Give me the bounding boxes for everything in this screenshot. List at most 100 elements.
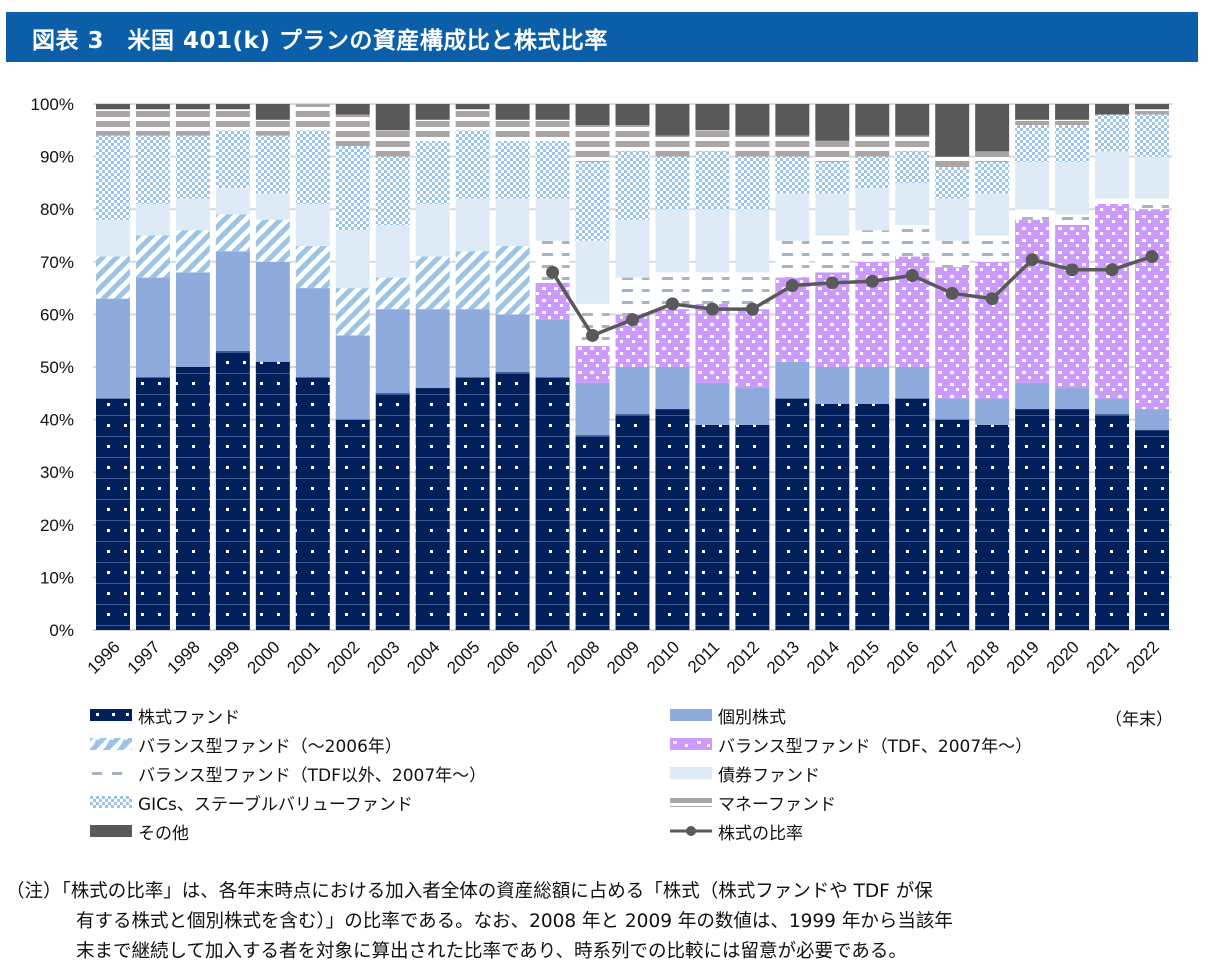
x-tick-label: 2015 xyxy=(843,637,883,677)
bar-segment-gics-stable xyxy=(95,135,130,220)
footnote: （注）「株式の比率」は、各年末時点における加入者全体の資産総額に占める「株式（株… xyxy=(6,877,1201,967)
figure-title: 図表 3 米国 401(k) プランの資産構成比と株式比率 xyxy=(32,28,608,54)
bar-segment-tdf xyxy=(975,261,1010,399)
bar-segment-bond-funds xyxy=(1135,156,1170,199)
bar-stack-2005 xyxy=(455,104,490,630)
bar-segment-bond-funds xyxy=(735,209,770,273)
bar-stack-2003 xyxy=(375,104,410,630)
bar-segment-gics-stable xyxy=(1095,114,1130,152)
bar-segment-money-funds xyxy=(1135,109,1170,115)
bar-segment-gics-stable xyxy=(535,140,570,199)
bar-segment-equity-funds xyxy=(295,377,330,630)
bar-stack-2022 xyxy=(1135,104,1170,630)
bar-segment-other xyxy=(695,104,730,131)
equity-ratio-line xyxy=(546,250,1159,342)
bar-segment-equity-funds xyxy=(335,419,370,630)
x-tick-label: 1996 xyxy=(84,637,124,677)
bar-segment-other xyxy=(1095,104,1130,115)
x-tick-label: 2010 xyxy=(643,637,683,677)
bar-segment-company-stock xyxy=(1135,409,1170,431)
bar-segment-company-stock xyxy=(775,361,810,399)
bar-segment-bond-funds xyxy=(575,240,610,304)
x-tick-label: 2000 xyxy=(243,637,283,677)
x-tick-label: 2004 xyxy=(403,637,443,677)
footnote-line-3: 末まで継続して加入する者を対象に算出された比率であり、時系列での比較には留意が必… xyxy=(76,941,907,962)
bar-segment-equity-funds xyxy=(575,435,610,630)
bar-segment-bond-funds xyxy=(495,198,530,247)
y-tick-label: 80% xyxy=(40,200,74,219)
bar-segment-company-stock xyxy=(855,367,890,404)
bar-segment-equity-funds xyxy=(615,414,650,630)
x-tick-label: 2008 xyxy=(563,637,603,677)
bar-segment-equity-funds xyxy=(735,424,770,630)
equity-ratio-point-2009 xyxy=(626,313,639,327)
bar-segment-company-stock xyxy=(375,309,410,394)
legend-item-tdf: バランス型ファンド（TDF、2007年～） xyxy=(670,733,1033,757)
equity-ratio-point-2012 xyxy=(745,302,759,316)
bar-segment-equity-funds xyxy=(455,377,490,630)
bar-segment-money-funds xyxy=(95,109,130,136)
bar-segment-bond-funds xyxy=(1015,161,1050,210)
bar-segment-tdf xyxy=(1055,224,1090,389)
legend-label: 債券ファンド xyxy=(718,765,820,786)
bar-segment-other xyxy=(775,104,810,136)
bar-segment-balanced-non-tdf xyxy=(935,240,970,268)
y-tick-label: 50% xyxy=(40,358,74,377)
bar-stack-1999 xyxy=(215,104,250,630)
bar-segment-balanced-non-tdf xyxy=(1015,209,1050,220)
bar-segment-money-funds xyxy=(575,125,610,162)
bar-segment-other xyxy=(935,104,970,157)
bar-segment-money-funds xyxy=(655,135,690,157)
equity-ratio-polyline xyxy=(551,254,1153,338)
x-tick-label: 2005 xyxy=(443,637,483,677)
x-tick-label: 1999 xyxy=(204,637,244,677)
x-tick-label: 1998 xyxy=(164,637,204,677)
legend-item-equity-ratio: 株式の比率 xyxy=(670,820,803,844)
bar-segment-money-funds xyxy=(495,119,530,141)
legend-swatch-equity-ratio xyxy=(670,826,712,836)
x-tick-label: 2019 xyxy=(1003,637,1043,677)
bar-segment-bond-funds xyxy=(455,198,490,252)
bar-segment-other xyxy=(415,104,450,120)
bar-segment-balanced-non-tdf xyxy=(895,224,930,257)
bar-segment-equity-funds xyxy=(415,388,450,630)
bar-segment-equity-funds xyxy=(975,424,1010,630)
bar-segment-company-stock xyxy=(575,382,610,436)
bar-segment-bond-funds xyxy=(895,182,930,225)
bar-segment-balanced-pre2006 xyxy=(455,251,490,310)
bar-segment-equity-funds xyxy=(695,424,730,630)
bar-segment-gics-stable xyxy=(175,135,210,199)
bar-segment-other xyxy=(135,104,170,110)
bar-segment-company-stock xyxy=(1055,388,1090,410)
legend-item-money-funds: マネーファンド xyxy=(670,791,836,815)
legend-swatch-money-funds xyxy=(670,798,712,807)
legend-label: バランス型ファンド（TDF、2007年～） xyxy=(718,736,1033,757)
bar-segment-bond-funds xyxy=(1095,151,1130,199)
bar-segment-tdf xyxy=(735,309,770,389)
bar-segment-other xyxy=(1015,104,1050,120)
bar-segment-bond-funds xyxy=(375,224,410,278)
bar-segment-company-stock xyxy=(415,309,450,389)
bar-segment-equity-funds xyxy=(855,403,890,630)
bar-segment-money-funds xyxy=(615,125,650,152)
bar-segment-equity-funds xyxy=(495,372,530,630)
bar-segment-gics-stable xyxy=(815,161,850,194)
bar-segment-other xyxy=(535,104,570,120)
equity-ratio-point-2008 xyxy=(586,328,600,342)
bar-segment-gics-stable xyxy=(495,140,530,199)
bar-segment-money-funds xyxy=(895,135,930,152)
bar-segment-bond-funds xyxy=(95,219,130,257)
bar-segment-equity-funds xyxy=(815,403,850,630)
bar-segment-company-stock xyxy=(495,314,530,373)
bar-segment-other xyxy=(455,104,490,110)
bar-segment-bond-funds xyxy=(175,198,210,231)
bar-segment-equity-funds xyxy=(935,419,970,630)
bar-stack-2012 xyxy=(735,104,770,630)
bar-stack-2010 xyxy=(655,104,690,630)
bar-stack-2014 xyxy=(815,104,850,630)
bar-segment-other xyxy=(95,104,130,110)
legend-item-gics-stable: GICs、ステーブルバリューファンド xyxy=(90,791,413,815)
y-tick-label: 70% xyxy=(40,253,74,272)
x-tick-label: 2018 xyxy=(963,637,1003,677)
equity-ratio-point-2020 xyxy=(1065,263,1079,277)
